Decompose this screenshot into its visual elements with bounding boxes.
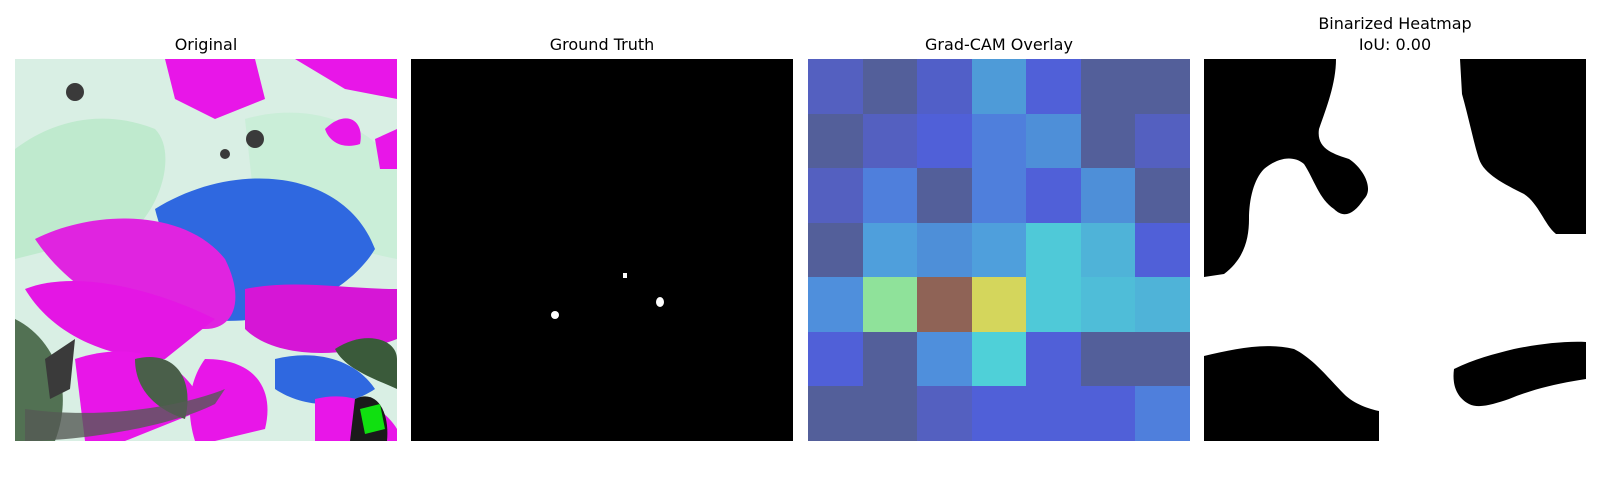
original-image bbox=[15, 59, 397, 441]
gradcam-cell bbox=[1026, 59, 1081, 114]
gradcam-cell bbox=[1080, 277, 1136, 332]
gradcam-cell bbox=[862, 277, 918, 332]
binarized-heatmap bbox=[1204, 59, 1586, 441]
gradcam-cell bbox=[1135, 222, 1190, 278]
gradcam-cell bbox=[917, 59, 972, 114]
gradcam-cell bbox=[917, 168, 972, 223]
gradcam-cell bbox=[971, 168, 1027, 223]
gradcam-cell bbox=[862, 222, 918, 278]
gradcam-cell bbox=[1026, 277, 1081, 332]
gradcam-cell bbox=[1026, 222, 1081, 278]
gradcam-cell bbox=[1080, 386, 1136, 441]
gradcam-cell bbox=[917, 222, 972, 278]
gradcam-cell bbox=[808, 222, 863, 278]
gradcam-cell bbox=[808, 168, 863, 223]
gradcam-cell bbox=[1080, 222, 1136, 278]
gradcam-cell bbox=[862, 59, 918, 114]
gradcam-overlay bbox=[808, 59, 1190, 441]
gradcam-cell bbox=[971, 59, 1027, 114]
gradcam-cell bbox=[971, 113, 1027, 169]
gradcam-cell bbox=[1026, 386, 1081, 441]
gradcam-grid bbox=[808, 59, 1190, 441]
gradcam-cell bbox=[971, 331, 1027, 387]
binarized-title: Binarized Heatmap IoU: 0.00 bbox=[1318, 14, 1472, 54]
gradcam-cell bbox=[1080, 113, 1136, 169]
gradcam-cell bbox=[1135, 277, 1190, 332]
gradcam-cell bbox=[862, 113, 918, 169]
gradcam-cell bbox=[971, 222, 1027, 278]
gradcam-cell bbox=[862, 331, 918, 387]
gradcam-cell bbox=[971, 386, 1027, 441]
original-title: Original bbox=[174, 35, 238, 54]
gradcam-cell bbox=[1080, 59, 1136, 114]
gradcam-cell bbox=[1026, 331, 1081, 387]
gradcam-cell bbox=[917, 386, 972, 441]
gradcam-title: Grad-CAM Overlay bbox=[925, 35, 1073, 54]
gradcam-cell bbox=[1135, 168, 1190, 223]
gradcam-cell bbox=[862, 386, 918, 441]
gradcam-cell bbox=[971, 277, 1027, 332]
gradcam-cell bbox=[917, 277, 972, 332]
gradcam-cell bbox=[1135, 59, 1190, 114]
gradcam-cell bbox=[808, 331, 863, 387]
gradcam-cell bbox=[1080, 168, 1136, 223]
gradcam-cell bbox=[1026, 113, 1081, 169]
gradcam-cell bbox=[1080, 331, 1136, 387]
gradcam-cell bbox=[862, 168, 918, 223]
gradcam-cell bbox=[1026, 168, 1081, 223]
gradcam-cell bbox=[917, 331, 972, 387]
gradcam-cell bbox=[808, 59, 863, 114]
gradcam-cell bbox=[1135, 113, 1190, 169]
gradcam-cell bbox=[1135, 331, 1190, 387]
gradcam-cell bbox=[808, 113, 863, 169]
gradcam-cell bbox=[1135, 386, 1190, 441]
gradcam-cell bbox=[917, 113, 972, 169]
gradcam-cell bbox=[808, 386, 863, 441]
ground-truth-mask bbox=[411, 59, 793, 441]
gradcam-cell bbox=[808, 277, 863, 332]
ground-truth-title: Ground Truth bbox=[549, 35, 655, 54]
